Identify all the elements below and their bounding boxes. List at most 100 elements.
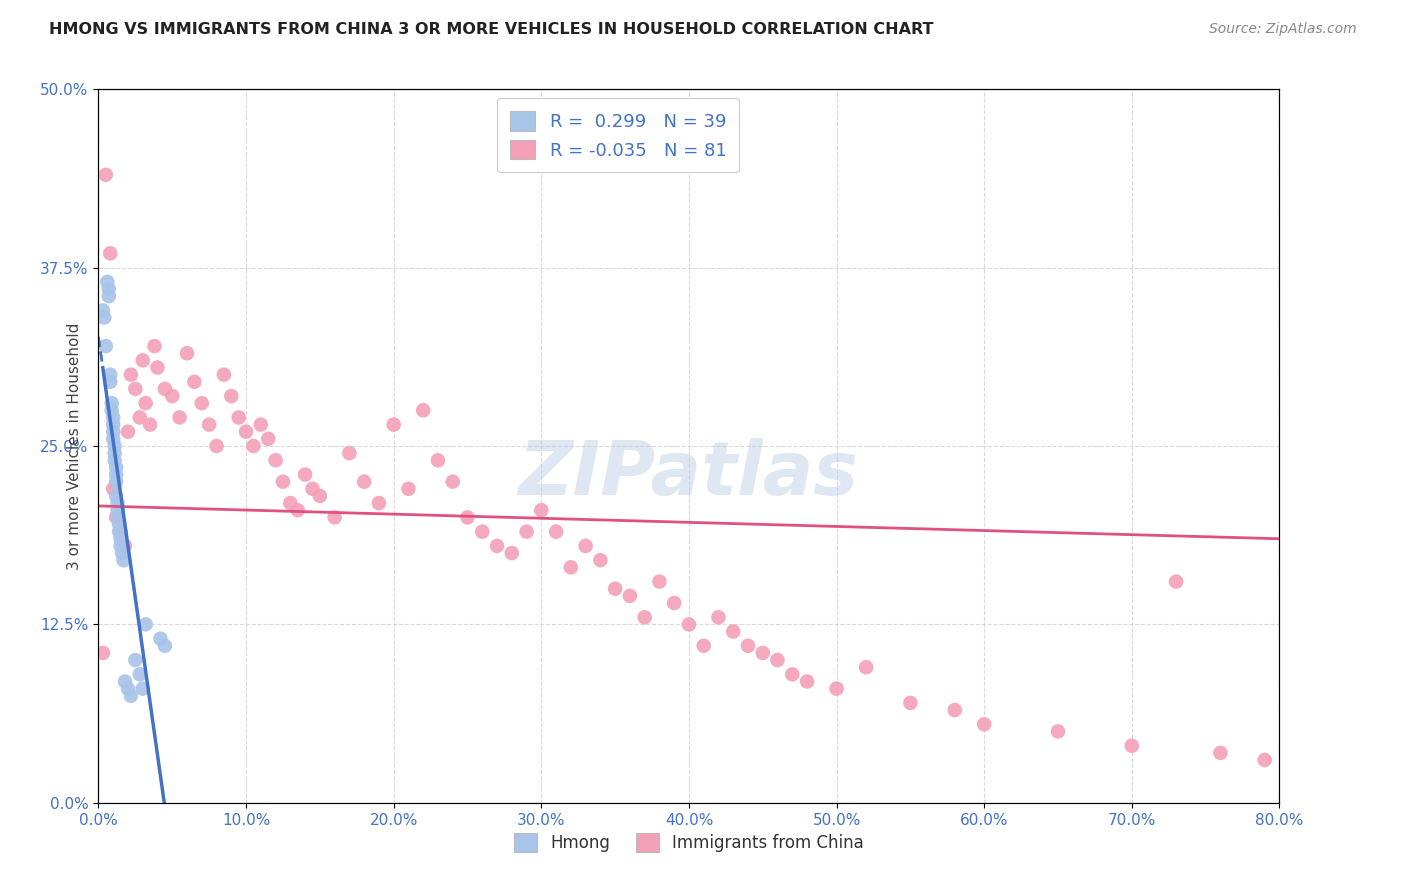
Point: [855, 660, 877, 674]
Point: [103, 417, 125, 432]
Point: [619, 589, 641, 603]
Point: [323, 510, 346, 524]
Point: [546, 524, 568, 539]
Point: [198, 417, 221, 432]
Point: [103, 410, 125, 425]
Point: [104, 446, 127, 460]
Point: [128, 410, 150, 425]
Point: [94, 168, 117, 182]
Point: [900, 696, 922, 710]
Point: [280, 496, 302, 510]
Point: [97, 289, 120, 303]
Point: [98, 375, 121, 389]
Point: [752, 646, 775, 660]
Point: [605, 582, 627, 596]
Point: [94, 339, 117, 353]
Point: [176, 346, 198, 360]
Point: [117, 681, 139, 696]
Point: [441, 475, 464, 489]
Point: [114, 539, 136, 553]
Point: [271, 475, 294, 489]
Point: [183, 375, 205, 389]
Point: [228, 410, 250, 425]
Point: [143, 339, 166, 353]
Point: [103, 482, 125, 496]
Point: [103, 432, 125, 446]
Point: [108, 517, 131, 532]
Y-axis label: 3 or more Vehicles in Household: 3 or more Vehicles in Household: [66, 322, 82, 570]
Point: [98, 368, 121, 382]
Point: [91, 303, 114, 318]
Point: [128, 667, 150, 681]
Point: [309, 489, 332, 503]
Point: [723, 624, 745, 639]
Point: [693, 639, 716, 653]
Point: [648, 574, 671, 589]
Point: [93, 310, 115, 325]
Point: [103, 425, 125, 439]
Point: [382, 417, 405, 432]
Point: [412, 403, 434, 417]
Point: [162, 389, 183, 403]
Point: [516, 524, 538, 539]
Point: [242, 439, 264, 453]
Point: [108, 524, 131, 539]
Point: [105, 475, 128, 489]
Point: [110, 539, 132, 553]
Point: [678, 617, 700, 632]
Point: [149, 632, 172, 646]
Point: [294, 467, 316, 482]
Point: [100, 403, 122, 417]
Point: [1209, 746, 1232, 760]
Point: [153, 639, 176, 653]
Point: [257, 432, 280, 446]
Point: [120, 689, 142, 703]
Point: [107, 510, 129, 524]
Point: [427, 453, 450, 467]
Point: [111, 546, 134, 560]
Point: [707, 610, 730, 624]
Point: [235, 425, 257, 439]
Point: [146, 360, 169, 375]
Point: [132, 353, 155, 368]
Point: [107, 496, 129, 510]
Point: [973, 717, 995, 731]
Point: [339, 446, 361, 460]
Point: [124, 382, 146, 396]
Point: [1166, 574, 1188, 589]
Point: [96, 275, 118, 289]
Point: [782, 667, 804, 681]
Point: [117, 425, 139, 439]
Point: [105, 467, 128, 482]
Point: [100, 396, 122, 410]
Point: [501, 546, 523, 560]
Point: [107, 503, 129, 517]
Point: [205, 439, 228, 453]
Point: [110, 524, 132, 539]
Point: [471, 524, 494, 539]
Point: [943, 703, 966, 717]
Point: [1254, 753, 1277, 767]
Point: [120, 368, 142, 382]
Point: [114, 674, 136, 689]
Point: [135, 396, 157, 410]
Point: [139, 417, 162, 432]
Point: [104, 439, 127, 453]
Text: ZIPatlas: ZIPatlas: [519, 438, 859, 511]
Point: [301, 482, 323, 496]
Point: [212, 368, 235, 382]
Point: [132, 681, 155, 696]
Point: [398, 482, 420, 496]
Point: [105, 460, 128, 475]
Point: [221, 389, 243, 403]
Point: [530, 503, 553, 517]
Point: [153, 382, 176, 396]
Point: [766, 653, 789, 667]
Point: [250, 417, 273, 432]
Point: [169, 410, 191, 425]
Point: [110, 532, 132, 546]
Legend: Hmong, Immigrants from China: Hmong, Immigrants from China: [508, 827, 870, 859]
Point: [825, 681, 848, 696]
Point: [98, 246, 121, 260]
Point: [91, 646, 114, 660]
